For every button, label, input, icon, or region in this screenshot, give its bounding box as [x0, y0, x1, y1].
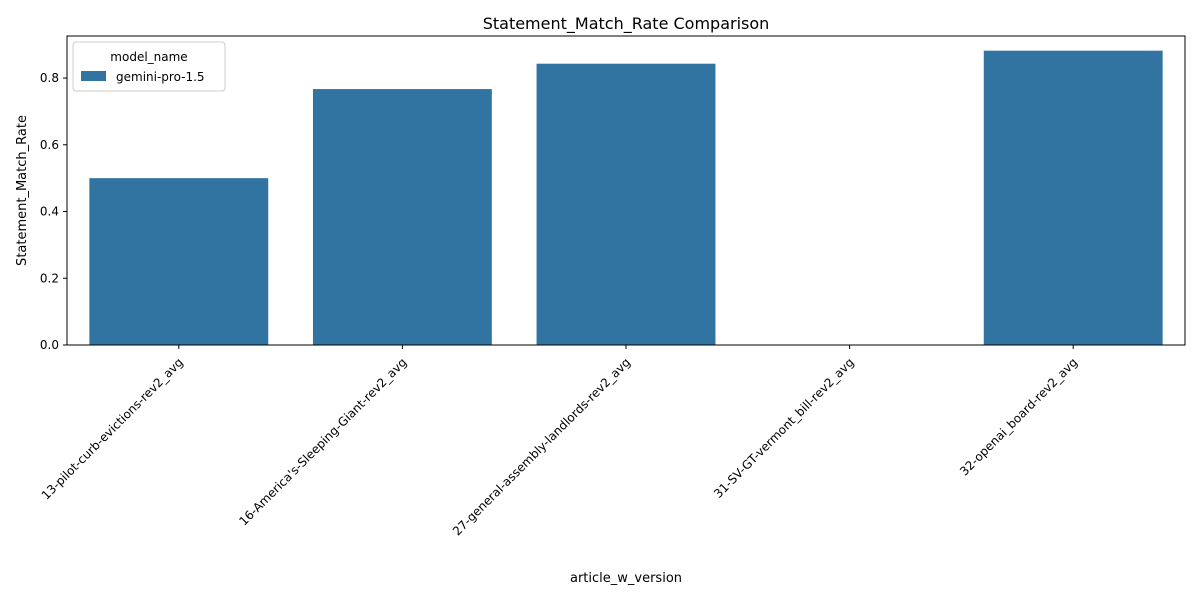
chart-title: Statement_Match_Rate Comparison: [483, 14, 770, 34]
y-tick-label-4: 0.8: [40, 71, 59, 85]
y-tick-label-0: 0.0: [40, 338, 59, 352]
y-tick-label-3: 0.6: [40, 138, 59, 152]
y-tick-label-2: 0.4: [40, 205, 59, 219]
plot-frame: [66, 35, 1186, 346]
bar-2: [312, 89, 492, 345]
legend-title: model_name: [110, 50, 187, 64]
y-axis: 0.0 0.2 0.4 0.6 0.8: [40, 71, 67, 352]
bar-5: [983, 50, 1163, 346]
legend: model_name gemini-pro-1.5: [72, 41, 226, 92]
y-tick-label-1: 0.2: [40, 271, 59, 285]
legend-entry-label: gemini-pro-1.5: [116, 70, 205, 84]
bars-group: [89, 50, 1163, 346]
x-tick-label-3: 27-general-assembly-landlords-rev2_avg: [450, 355, 633, 538]
x-axis: 13-pilot-curb-evictions-rev2_avg 16-Ameri…: [39, 345, 1080, 538]
legend-frame: [72, 41, 226, 92]
legend-swatch: [81, 71, 106, 81]
x-tick-label-1: 13-pilot-curb-evictions-rev2_avg: [39, 355, 186, 502]
x-axis-label: article_w_version: [570, 571, 682, 586]
x-tick-label-4: 31-SV-GT-vermont_bill-rev2_avg: [711, 355, 857, 501]
x-tick-label-5: 32-openai_board-rev2_avg: [957, 355, 1080, 478]
bar-3: [536, 63, 716, 345]
x-tick-label-2: 16-America's-Sleeping-Giant-rev2_avg: [236, 355, 409, 528]
bar-1: [89, 178, 269, 345]
y-axis-label: Statement_Match_Rate: [15, 115, 30, 266]
